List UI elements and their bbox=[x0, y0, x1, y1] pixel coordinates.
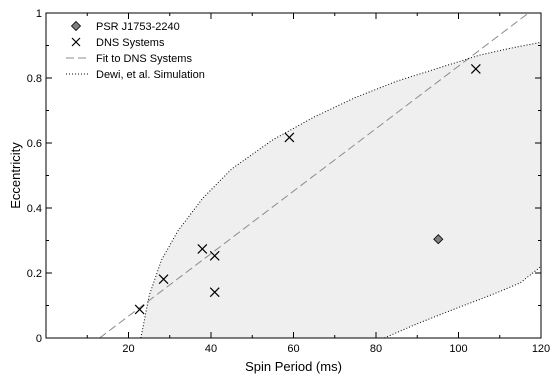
legend-dns-label: DNS Systems bbox=[96, 37, 165, 49]
legend-psr-marker bbox=[70, 20, 82, 32]
y-tick-label: 0.2 bbox=[27, 268, 42, 280]
dns-point-2 bbox=[197, 244, 208, 254]
legend-simulation-label: Dewi, et al. Simulation bbox=[96, 69, 205, 81]
legend-fit-label: Fit to DNS Systems bbox=[96, 53, 192, 65]
y-tick-label: 0 bbox=[36, 333, 42, 345]
dns-point-6 bbox=[470, 63, 481, 74]
x-axis-title: Spin Period (ms) bbox=[245, 359, 342, 374]
fit-line bbox=[99, 13, 529, 338]
x-tick-label: 120 bbox=[532, 343, 550, 355]
x-tick-label: 60 bbox=[287, 343, 299, 355]
plot-region bbox=[99, 13, 541, 338]
x-tick-label: 40 bbox=[205, 343, 217, 355]
legend-dns-marker bbox=[71, 37, 81, 47]
simulation-upper-curve bbox=[140, 41, 541, 338]
simulation-region bbox=[140, 42, 541, 338]
x-tick-label: 20 bbox=[122, 343, 134, 355]
y-tick-label: 0.4 bbox=[27, 203, 42, 215]
x-tick-label: 80 bbox=[370, 343, 382, 355]
y-tick-label: 0.8 bbox=[27, 73, 42, 85]
axes: 20 40 60 80 100 120 0 0.2 0.4 0.6 0.8 1 bbox=[27, 8, 550, 355]
y-tick-label: 1 bbox=[36, 8, 42, 20]
dns-point-0 bbox=[134, 304, 145, 315]
psr-point-0 bbox=[433, 234, 444, 245]
dns-point-3 bbox=[209, 250, 220, 261]
legend-psr-label: PSR J1753-2240 bbox=[96, 21, 180, 33]
legend: PSR J1753-2240 DNS Systems Fit to DNS Syst… bbox=[66, 20, 205, 81]
y-axis-title: Eccentricity bbox=[8, 142, 23, 209]
dns-point-1 bbox=[158, 274, 169, 285]
dns-point-5 bbox=[284, 132, 295, 143]
x-tick-label: 100 bbox=[449, 343, 467, 355]
dns-point-4 bbox=[209, 287, 220, 298]
plot-inner bbox=[99, 13, 541, 338]
y-tick-label: 0.6 bbox=[27, 138, 42, 150]
